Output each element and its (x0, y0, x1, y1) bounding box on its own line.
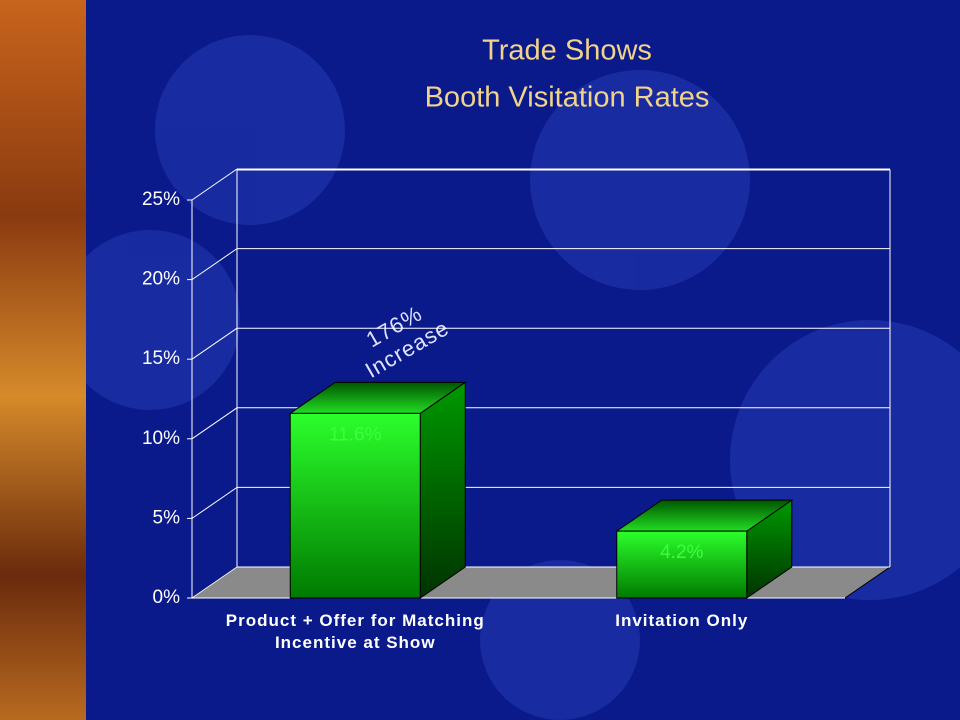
y-tick-label: 20% (142, 269, 180, 290)
y-tick-label: 15% (142, 348, 180, 369)
value-label: 4.2% (660, 542, 703, 563)
chart-subtitle: Booth Visitation Rates (425, 82, 710, 114)
grid-line (191, 486, 238, 519)
bar-front (616, 530, 748, 599)
grid-line (191, 327, 238, 360)
annotation: 176% Increase (361, 301, 454, 383)
background-gears (60, 35, 960, 720)
y-tick-label: 25% (142, 189, 180, 210)
bar-front (289, 412, 421, 599)
back-wall (236, 169, 891, 567)
value-label: 11.6% (329, 424, 382, 445)
x-tick-label: Product + Offer for Matching Incentive a… (225, 611, 485, 652)
y-tick-label: 5% (153, 507, 181, 528)
grid-line (191, 168, 238, 201)
bar (615, 499, 794, 599)
grid-line (191, 248, 238, 281)
grid-line (191, 407, 238, 440)
decor-strip (0, 0, 86, 720)
x-tick-label: Invitation Only (615, 611, 749, 630)
chart-title: Trade Shows (482, 35, 652, 67)
y-tick-label: 10% (142, 428, 180, 449)
grid-line (191, 566, 238, 599)
bar (288, 381, 467, 599)
bar-side (419, 381, 466, 599)
y-tick-label: 0% (153, 587, 181, 608)
